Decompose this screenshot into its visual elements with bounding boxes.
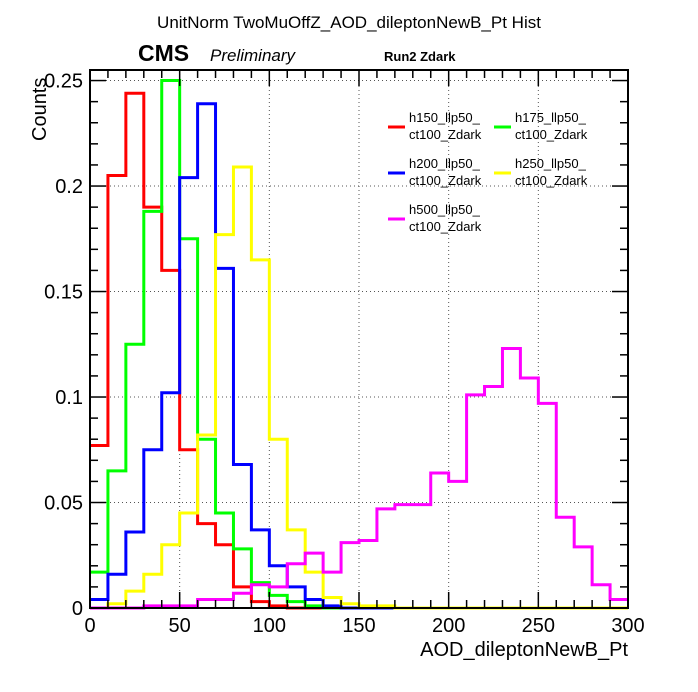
chart-title: UnitNorm TwoMuOffZ_AOD_dileptonNewB_Pt H… <box>157 13 541 32</box>
run-label: Run2 Zdark <box>384 49 456 64</box>
x-tick-label: 0 <box>84 615 95 637</box>
legend-label-1: h150_llp50_ <box>409 110 481 125</box>
tick-marks <box>89 70 629 609</box>
legend-label-3: h200_llp50_ <box>409 156 481 171</box>
x-axis-label: AOD_dileptonNewB_Pt <box>420 639 628 661</box>
x-tick-label: 50 <box>169 615 191 637</box>
y-tick-label: 0.25 <box>44 71 83 93</box>
legend-label-5: ct100_Zdark <box>409 219 482 234</box>
y-tick-label: 0 <box>72 598 83 620</box>
x-tick-label: 200 <box>432 615 465 637</box>
y-tick-label: 0.05 <box>44 493 83 515</box>
x-tick-label: 150 <box>342 615 375 637</box>
y-tick-label: 0.15 <box>44 282 83 304</box>
x-tick-label: 300 <box>611 615 644 637</box>
y-axis-label: Counts <box>29 78 51 141</box>
preliminary-label: Preliminary <box>210 46 297 65</box>
legend-label-1: ct100_Zdark <box>409 127 482 142</box>
legend-label-4: ct100_Zdark <box>515 173 588 188</box>
y-tick-label: 0.2 <box>55 176 83 198</box>
legend-label-4: h250_llp50_ <box>515 156 587 171</box>
legend-label-5: h500_llp50_ <box>409 202 481 217</box>
grid-lines <box>90 70 628 608</box>
cms-label: CMS <box>138 40 189 66</box>
x-tick-label: 250 <box>522 615 555 637</box>
legend: h150_llp50_ ct100_Zdark h175_llp50_ ct100_Z… <box>388 110 588 234</box>
legend-label-2: h175_llp50_ <box>515 110 587 125</box>
series-line-5 <box>90 346 628 610</box>
legend-label-2: ct100_Zdark <box>515 127 588 142</box>
x-tick-label: 100 <box>253 615 286 637</box>
y-tick-label: 0.1 <box>55 387 83 409</box>
legend-label-3: ct100_Zdark <box>409 173 482 188</box>
tick-labels: 0 50 100 150 200 250 300 0 0.05 0.1 0.15 0.2 0.25 <box>44 71 645 637</box>
